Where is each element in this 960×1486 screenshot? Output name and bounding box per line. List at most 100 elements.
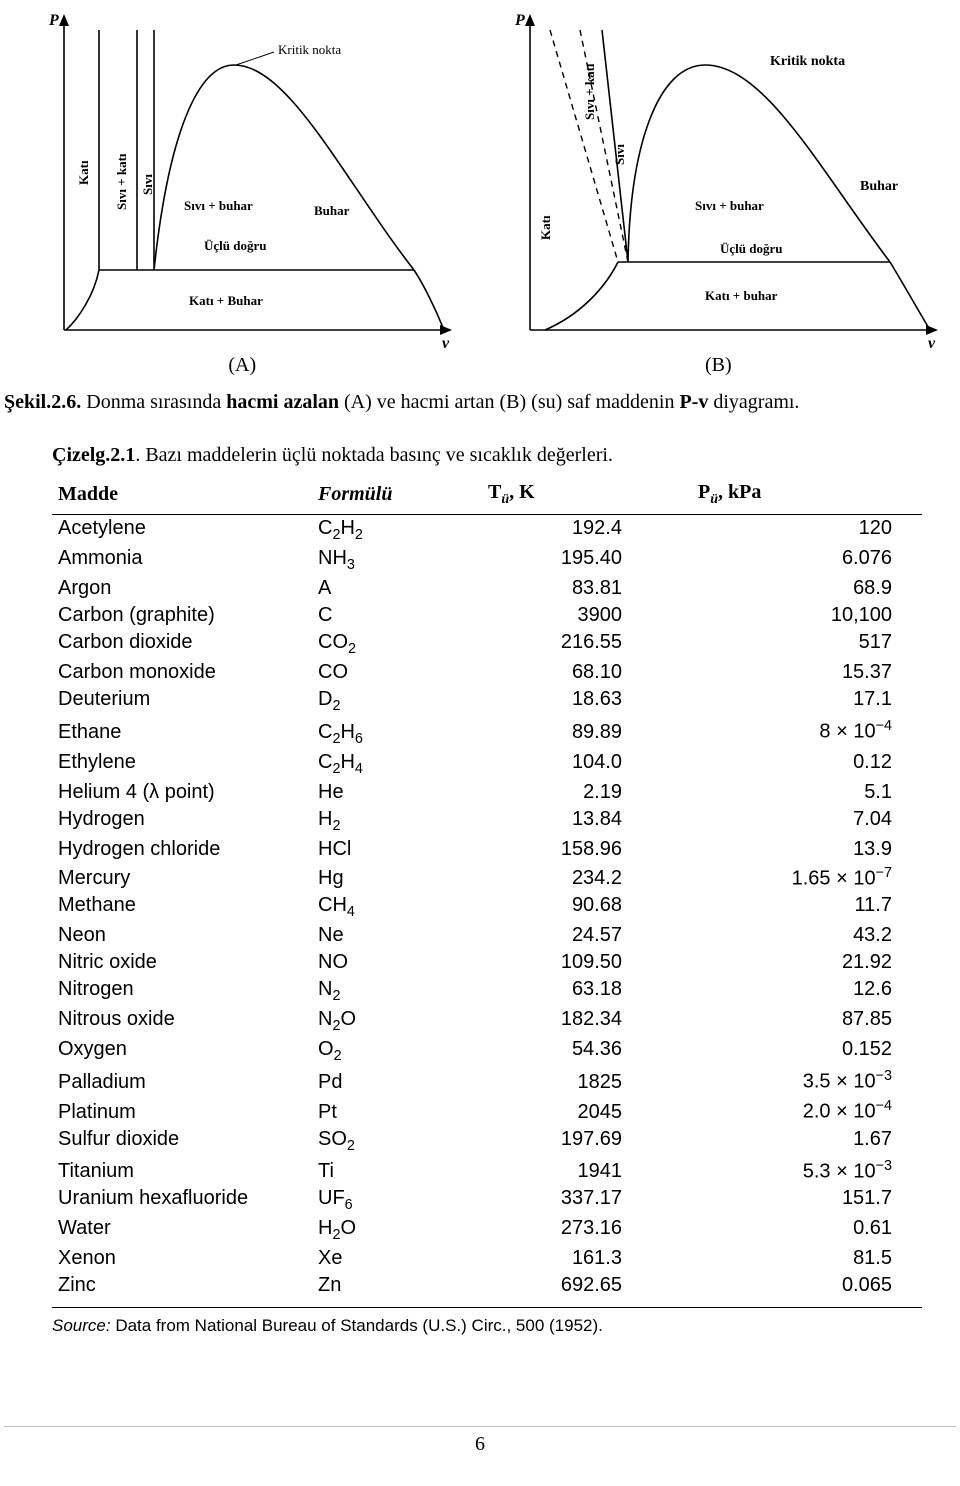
cell-formula: C2H4	[312, 749, 482, 779]
label-kritik-b: Kritik nokta	[770, 54, 845, 69]
cell-name: Carbon (graphite)	[52, 602, 312, 629]
cell-formula: He	[312, 779, 482, 806]
table-body: AcetyleneC2H2192.4120AmmoniaNH3195.406.0…	[52, 515, 922, 1306]
th-press: Pü, kPa	[692, 477, 922, 515]
label-buhar-b: Buhar	[860, 179, 898, 194]
cell-press: 0.12	[692, 749, 922, 779]
cell-name: Carbon dioxide	[52, 629, 312, 659]
cell-press: 13.9	[692, 836, 922, 863]
table-row: AcetyleneC2H2192.4120	[52, 515, 922, 546]
cell-press: 1.65 × 10−7	[692, 863, 922, 893]
th-formula: Formülü	[312, 477, 482, 515]
triple-point-table: Madde Formülü Tü, K Pü, kPa AcetyleneC2H…	[52, 477, 922, 1305]
table-row: NitrogenN263.1812.6	[52, 976, 922, 1006]
axis-y-label-b: P	[514, 12, 525, 29]
cell-press: 5.1	[692, 779, 922, 806]
table-row: WaterH2O273.160.61	[52, 1215, 922, 1245]
cell-name: Hydrogen chloride	[52, 836, 312, 863]
label-katibuhar-a: Katı + Buhar	[189, 293, 263, 308]
cell-temp: 54.36	[482, 1036, 692, 1066]
table-row: AmmoniaNH3195.406.076	[52, 545, 922, 575]
diagram-row: P v Katı Sıvı + katı Sıvı Kritik nokta S…	[4, 10, 956, 350]
cell-formula: O2	[312, 1036, 482, 1066]
cell-press: 0.152	[692, 1036, 922, 1066]
cell-formula: C2H6	[312, 716, 482, 749]
cell-press: 15.37	[692, 659, 922, 686]
cell-press: 7.04	[692, 806, 922, 836]
cell-formula: Xe	[312, 1245, 482, 1272]
cell-press: 0.61	[692, 1215, 922, 1245]
cell-formula: NO	[312, 949, 482, 976]
table-row: Helium 4 (λ point)He2.195.1	[52, 779, 922, 806]
tbl-prefix: Çizelg.2.1	[52, 444, 135, 466]
cell-temp: 18.63	[482, 686, 692, 716]
fig-bold1: hacmi azalan	[226, 391, 339, 413]
diagram-a-svg: P v Katı Sıvı + katı Sıvı Kritik nokta S…	[4, 10, 464, 350]
label-sivi-a: Sıvı	[140, 174, 155, 195]
cell-name: Argon	[52, 575, 312, 602]
cell-press: 517	[692, 629, 922, 659]
table-row: DeuteriumD218.6317.1	[52, 686, 922, 716]
axis-y-label-a: P	[48, 12, 59, 29]
cell-formula: Pt	[312, 1096, 482, 1126]
cell-temp: 2.19	[482, 779, 692, 806]
cell-name: Carbon monoxide	[52, 659, 312, 686]
cell-press: 10,100	[692, 602, 922, 629]
table-row: EthyleneC2H4104.00.12	[52, 749, 922, 779]
cell-temp: 158.96	[482, 836, 692, 863]
cell-name: Acetylene	[52, 515, 312, 546]
cell-formula: CO	[312, 659, 482, 686]
cell-name: Deuterium	[52, 686, 312, 716]
page-footer: 6	[4, 1426, 956, 1456]
cell-formula: Ti	[312, 1156, 482, 1186]
table-row: OxygenO254.360.152	[52, 1036, 922, 1066]
label-buhar-a: Buhar	[314, 203, 350, 218]
cell-formula: H2O	[312, 1215, 482, 1245]
cell-name: Zinc	[52, 1272, 312, 1305]
table-row: MercuryHg234.21.65 × 10−7	[52, 863, 922, 893]
label-uclu-b: Üçlü doğru	[720, 241, 782, 256]
cell-temp: 90.68	[482, 892, 692, 922]
cell-temp: 63.18	[482, 976, 692, 1006]
cell-press: 5.3 × 10−3	[692, 1156, 922, 1186]
cell-name: Oxygen	[52, 1036, 312, 1066]
fig-prefix: Şekil.2.6.	[4, 391, 81, 413]
cell-temp: 89.89	[482, 716, 692, 749]
cell-name: Sulfur dioxide	[52, 1126, 312, 1156]
cell-formula: Pd	[312, 1066, 482, 1096]
cell-formula: HCl	[312, 836, 482, 863]
sublabel-b: (B)	[705, 354, 732, 377]
diagram-sublabels: (A) (B)	[4, 354, 956, 377]
table-row: HydrogenH213.847.04	[52, 806, 922, 836]
cell-temp: 197.69	[482, 1126, 692, 1156]
table-row: PalladiumPd18253.5 × 10−3	[52, 1066, 922, 1096]
label-sivi-b: Sıvı	[612, 144, 627, 165]
cell-formula: C2H2	[312, 515, 482, 546]
cell-temp: 24.57	[482, 922, 692, 949]
cell-temp: 216.55	[482, 629, 692, 659]
table-row: Carbon dioxideCO2216.55517	[52, 629, 922, 659]
cell-press: 43.2	[692, 922, 922, 949]
diagram-a: P v Katı Sıvı + katı Sıvı Kritik nokta S…	[4, 10, 470, 350]
label-sivibuhar-a: Sıvı + buhar	[184, 198, 253, 213]
cell-press: 11.7	[692, 892, 922, 922]
table-row: Carbon monoxideCO68.1015.37	[52, 659, 922, 686]
axis-x-label-a: v	[442, 335, 450, 350]
cell-temp: 83.81	[482, 575, 692, 602]
table-row: PlatinumPt20452.0 × 10−4	[52, 1096, 922, 1126]
cell-name: Ethylene	[52, 749, 312, 779]
th-madde: Madde	[52, 477, 312, 515]
cell-press: 1.67	[692, 1126, 922, 1156]
cell-name: Nitric oxide	[52, 949, 312, 976]
cell-name: Nitrogen	[52, 976, 312, 1006]
cell-name: Ethane	[52, 716, 312, 749]
cell-temp: 13.84	[482, 806, 692, 836]
source-italic: Source:	[52, 1316, 111, 1335]
cell-formula: N2O	[312, 1006, 482, 1036]
table-row: Nitric oxideNO109.5021.92	[52, 949, 922, 976]
table-row: ArgonA83.8168.9	[52, 575, 922, 602]
cell-temp: 161.3	[482, 1245, 692, 1272]
cell-formula: N2	[312, 976, 482, 1006]
cell-press: 87.85	[692, 1006, 922, 1036]
fig-bold2: P-v	[679, 391, 708, 413]
